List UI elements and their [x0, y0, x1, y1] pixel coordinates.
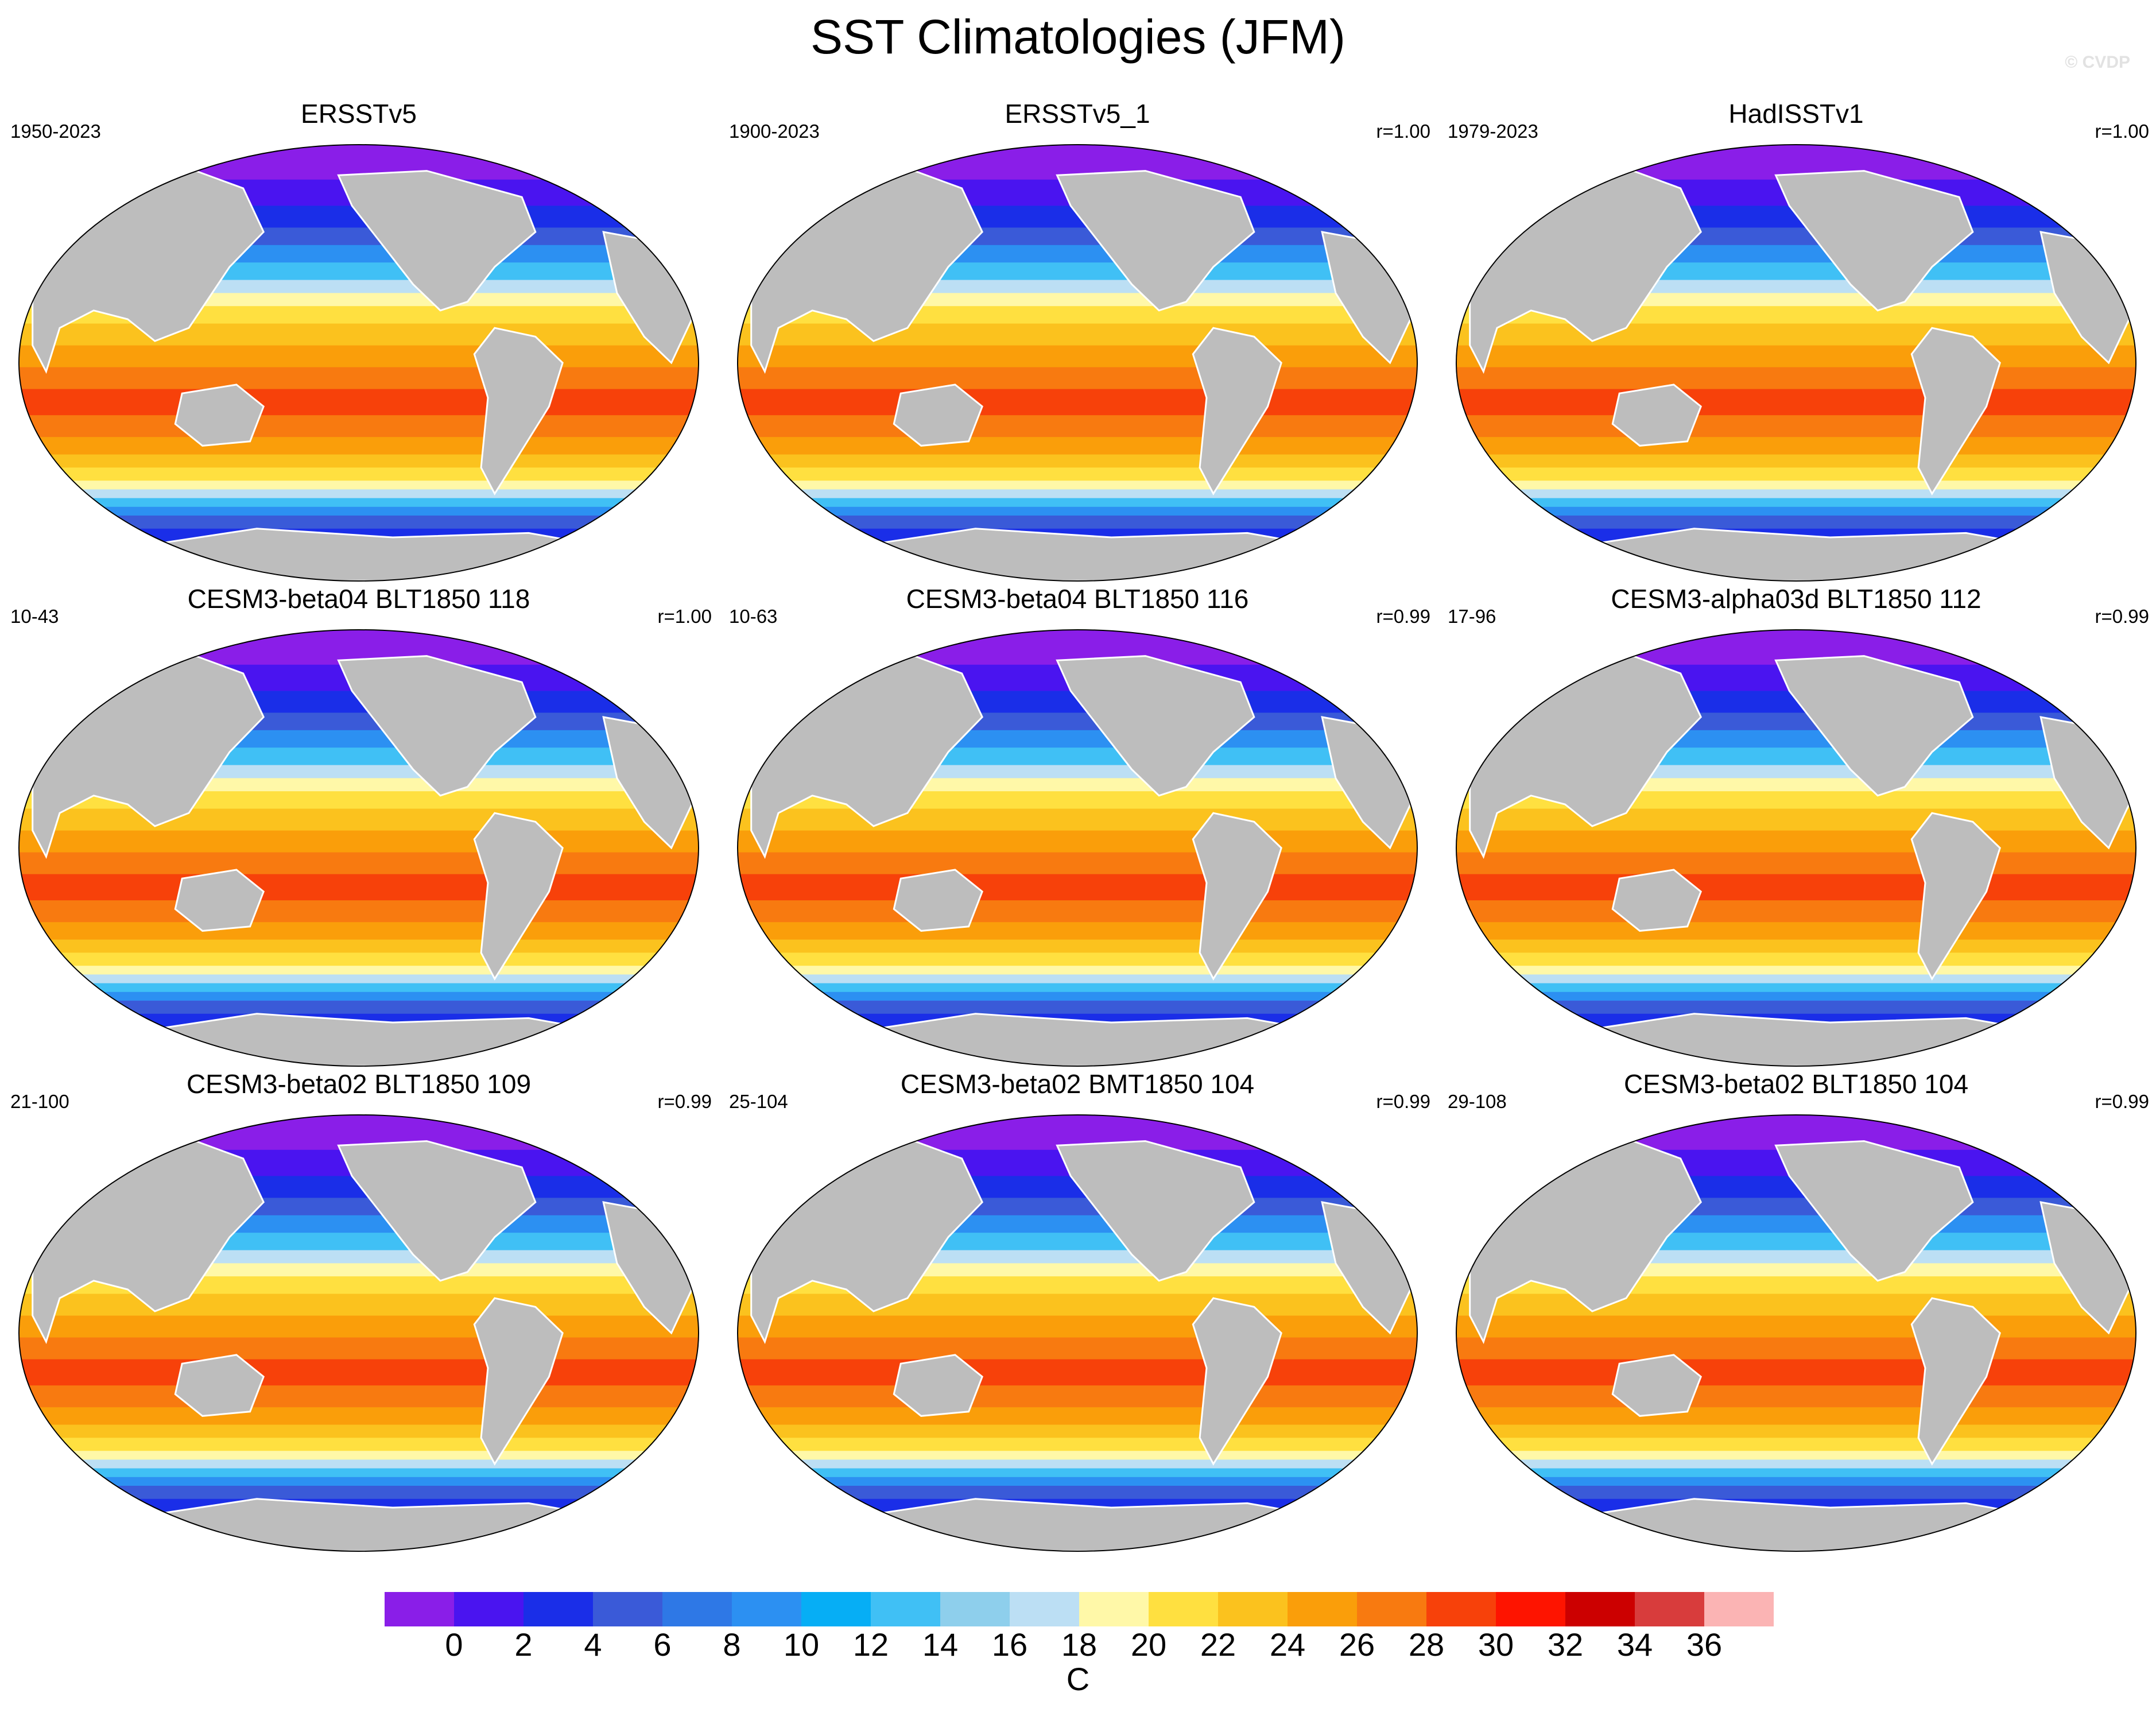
map-panel: HadISSTv1 1979-2023 r=1.00: [1437, 98, 2155, 603]
panel-correlation: r=0.99: [657, 1091, 712, 1112]
colorbar-tick-label: 36: [1686, 1626, 1723, 1663]
colorbar-swatch: [871, 1592, 941, 1626]
colorbar-tick-label: 20: [1130, 1626, 1167, 1663]
colorbar-units: C: [1066, 1661, 1090, 1697]
colorbar-tick-label: 14: [922, 1626, 959, 1663]
colorbar-swatch: [801, 1592, 871, 1626]
colorbar-swatch: [732, 1592, 802, 1626]
panel-title: CESM3-beta02 BLT1850 104: [1623, 1069, 1969, 1099]
map-panel: ERSSTv5 1950-2023: [0, 98, 718, 603]
colorbar-swatch: [1218, 1592, 1288, 1626]
colorbar-tick-label: 6: [653, 1626, 672, 1663]
colorbar-tick-label: 12: [852, 1626, 889, 1663]
colorbar-swatch: [385, 1592, 455, 1626]
colorbar-tick-label: 24: [1269, 1626, 1306, 1663]
colorbar-tick-label: 16: [991, 1626, 1028, 1663]
panel-correlation: r=0.99: [2095, 1091, 2150, 1112]
panel-title: CESM3-beta04 BLT1850 118: [187, 584, 530, 614]
colorbar-swatch: [454, 1592, 524, 1626]
panel-period: 21-100: [10, 1091, 69, 1112]
colorbar-swatch: [1010, 1592, 1080, 1626]
panel-correlation: r=0.99: [1376, 606, 1431, 627]
colorbar-tick-label: 26: [1339, 1626, 1375, 1663]
colorbar-swatch: [1635, 1592, 1705, 1626]
panel-period: 17-96: [1448, 606, 1496, 627]
sst-map: [18, 629, 699, 1067]
sst-map: [18, 1114, 699, 1552]
colorbar-tick-label: 34: [1616, 1626, 1653, 1663]
panel-period: 10-63: [729, 606, 778, 627]
colorbar-swatch: [524, 1592, 594, 1626]
panel-period: 10-43: [10, 606, 59, 627]
colorbar-swatch: [940, 1592, 1010, 1626]
panel-period: 29-108: [1448, 1091, 1507, 1112]
panel-title: ERSSTv5: [301, 99, 417, 129]
colorbar: [385, 1592, 1774, 1629]
colorbar-tick-label: 2: [514, 1626, 533, 1663]
credit-watermark: © CVDP: [2065, 53, 2130, 72]
sst-map: [737, 144, 1418, 582]
panel-title: HadISSTv1: [1728, 99, 1864, 129]
colorbar-swatch: [1704, 1592, 1774, 1626]
colorbar-swatch: [1149, 1592, 1219, 1626]
map-panel: CESM3-beta04 BLT1850 116 10-63 r=0.99: [719, 583, 1436, 1088]
colorbar-swatch: [1565, 1592, 1635, 1626]
sst-map: [1456, 1114, 2136, 1552]
panel-period: 1900-2023: [729, 121, 820, 142]
colorbar-swatch: [593, 1592, 663, 1626]
colorbar-swatch: [1079, 1592, 1149, 1626]
sst-map: [18, 144, 699, 582]
map-panel: CESM3-beta02 BLT1850 104 29-108 r=0.99: [1437, 1068, 2155, 1573]
panel-title: CESM3-beta04 BLT1850 116: [906, 584, 1249, 614]
colorbar-tick-label: 18: [1061, 1626, 1098, 1663]
sst-map: [1456, 629, 2136, 1067]
colorbar-tick-label: 0: [445, 1626, 463, 1663]
map-panel: CESM3-beta04 BLT1850 118 10-43 r=1.00: [0, 583, 718, 1088]
map-panel: ERSSTv5_1 1900-2023 r=1.00: [719, 98, 1436, 603]
panel-title: CESM3-beta02 BMT1850 104: [900, 1069, 1255, 1099]
colorbar-tick-label: 28: [1408, 1626, 1445, 1663]
sst-map: [737, 629, 1418, 1067]
sst-map: [737, 1114, 1418, 1552]
colorbar-tick-label: 8: [723, 1626, 741, 1663]
colorbar-tick-label: 10: [783, 1626, 820, 1663]
panel-title: ERSSTv5_1: [1005, 99, 1150, 129]
panel-correlation: r=1.00: [2095, 121, 2150, 142]
map-panel: CESM3-alpha03d BLT1850 112 17-96 r=0.99: [1437, 583, 2155, 1088]
panel-title: CESM3-beta02 BLT1850 109: [186, 1069, 532, 1099]
map-panel: CESM3-beta02 BMT1850 104 25-104 r=0.99: [719, 1068, 1436, 1573]
colorbar-swatch: [1288, 1592, 1358, 1626]
panel-period: 25-104: [729, 1091, 788, 1112]
colorbar-tick-label: 32: [1547, 1626, 1584, 1663]
panel-correlation: r=0.99: [1376, 1091, 1431, 1112]
panel-period: 1950-2023: [10, 121, 101, 142]
colorbar-swatch: [1357, 1592, 1427, 1626]
colorbar-tick-label: 22: [1200, 1626, 1236, 1663]
panel-correlation: r=1.00: [1376, 121, 1431, 142]
colorbar-swatches: [385, 1592, 1774, 1626]
colorbar-tick-label: 4: [584, 1626, 602, 1663]
panel-correlation: r=0.99: [2095, 606, 2150, 627]
sst-map: [1456, 144, 2136, 582]
panel-period: 1979-2023: [1448, 121, 1538, 142]
panel-correlation: r=1.00: [657, 606, 712, 627]
figure-title: SST Climatologies (JFM): [811, 10, 1345, 64]
map-panel: CESM3-beta02 BLT1850 109 21-100 r=0.99: [0, 1068, 718, 1573]
colorbar-tick-label: 30: [1478, 1626, 1514, 1663]
colorbar-swatch: [1426, 1592, 1496, 1626]
colorbar-swatch: [1496, 1592, 1566, 1626]
panel-title: CESM3-alpha03d BLT1850 112: [1611, 584, 1981, 614]
colorbar-swatch: [662, 1592, 732, 1626]
